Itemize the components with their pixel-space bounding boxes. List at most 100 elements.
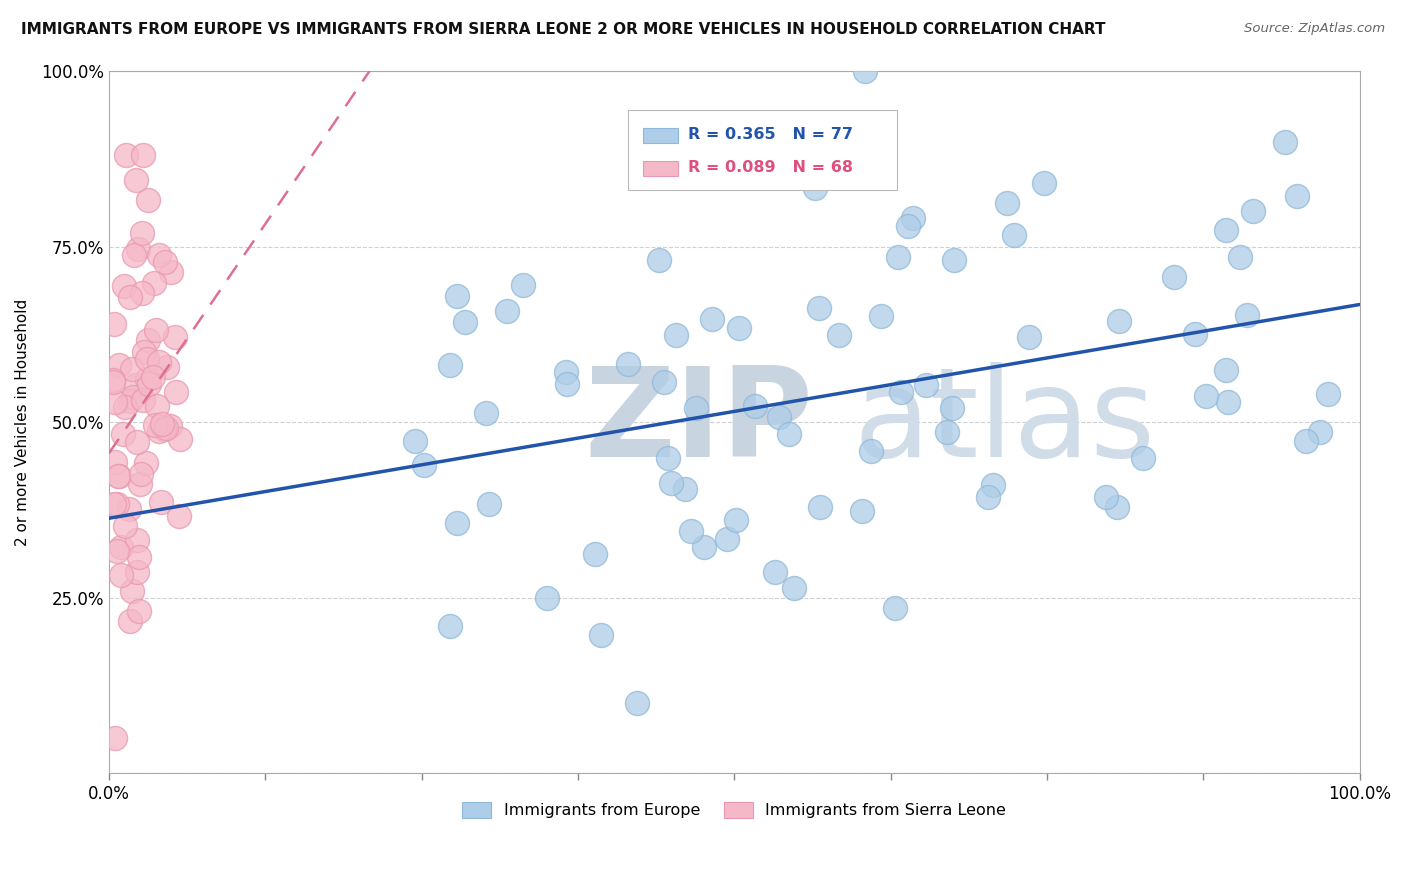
Point <box>700 311 723 326</box>
Point <box>693 540 716 554</box>
Point <box>728 321 751 335</box>
Point <box>808 500 831 514</box>
Point <box>112 278 135 293</box>
Point <box>1229 250 1251 264</box>
Point <box>496 303 519 318</box>
Point <box>869 309 891 323</box>
Point <box>132 148 155 162</box>
Point <box>883 601 905 615</box>
Point <box>136 334 159 348</box>
Point <box>121 390 143 404</box>
Point <box>125 377 148 392</box>
Point <box>153 255 176 269</box>
Point <box>114 519 136 533</box>
Point <box>454 315 477 329</box>
Point <box>167 509 190 524</box>
Point <box>783 582 806 596</box>
Point <box>555 377 578 392</box>
Point <box>1274 135 1296 149</box>
Point <box>901 211 924 226</box>
Point <box>132 393 155 408</box>
Point <box>125 435 148 450</box>
Point <box>145 323 167 337</box>
Point <box>446 289 468 303</box>
Point <box>142 370 165 384</box>
Point <box>652 376 675 390</box>
Point <box>555 365 578 379</box>
Point <box>855 64 877 78</box>
Point <box>108 358 131 372</box>
Point <box>657 450 679 465</box>
Point <box>648 252 671 267</box>
Point <box>977 491 1000 505</box>
Y-axis label: 2 or more Vehicles in Household: 2 or more Vehicles in Household <box>15 299 30 546</box>
Point <box>104 731 127 745</box>
Point <box>860 444 883 458</box>
Point <box>103 373 125 387</box>
Point <box>626 696 648 710</box>
Bar <box>643 161 678 177</box>
Point <box>439 619 461 633</box>
Point <box>107 469 129 483</box>
Text: R = 0.365   N = 77: R = 0.365 N = 77 <box>688 128 853 143</box>
Point <box>724 513 747 527</box>
Point <box>104 395 127 409</box>
Point <box>101 375 124 389</box>
Point <box>105 543 128 558</box>
Point <box>915 378 938 392</box>
Bar <box>628 110 897 190</box>
Point <box>135 372 157 386</box>
Point <box>159 419 181 434</box>
Point <box>155 421 177 435</box>
Point <box>131 285 153 300</box>
Point <box>778 426 800 441</box>
Point <box>121 583 143 598</box>
Point <box>118 614 141 628</box>
Point <box>941 401 963 415</box>
Text: IMMIGRANTS FROM EUROPE VS IMMIGRANTS FROM SIERRA LEONE 2 OR MORE VEHICLES IN HOU: IMMIGRANTS FROM EUROPE VS IMMIGRANTS FRO… <box>21 22 1105 37</box>
Point <box>681 524 703 539</box>
Point <box>583 547 606 561</box>
Point <box>143 276 166 290</box>
Point <box>149 495 172 509</box>
Point <box>124 173 146 187</box>
Point <box>103 317 125 331</box>
Point <box>936 425 959 440</box>
Point <box>887 250 910 264</box>
Point <box>890 385 912 400</box>
Text: Source: ZipAtlas.com: Source: ZipAtlas.com <box>1244 22 1385 36</box>
Point <box>104 455 127 469</box>
Point <box>1002 227 1025 242</box>
Text: atlas: atlas <box>853 361 1156 483</box>
Point <box>121 362 143 376</box>
Point <box>122 248 145 262</box>
Point <box>1236 308 1258 322</box>
Point <box>1295 434 1317 448</box>
Point <box>148 248 170 262</box>
Point <box>1309 425 1331 439</box>
Point <box>1108 314 1130 328</box>
Point <box>404 434 426 449</box>
Point <box>828 328 851 343</box>
Point <box>148 354 170 368</box>
Point <box>120 394 142 409</box>
Point <box>135 456 157 470</box>
Point <box>661 475 683 490</box>
Point <box>114 401 136 415</box>
Point <box>1184 326 1206 341</box>
Point <box>129 476 152 491</box>
Point <box>110 541 132 555</box>
Point <box>131 226 153 240</box>
Point <box>997 196 1019 211</box>
Point <box>166 384 188 399</box>
Point <box>446 516 468 530</box>
Point <box>512 278 534 293</box>
Point <box>478 497 501 511</box>
Point <box>108 468 131 483</box>
Point <box>474 406 496 420</box>
Point <box>744 399 766 413</box>
Point <box>105 497 128 511</box>
Point <box>156 359 179 374</box>
Point <box>150 417 173 431</box>
Point <box>413 458 436 472</box>
